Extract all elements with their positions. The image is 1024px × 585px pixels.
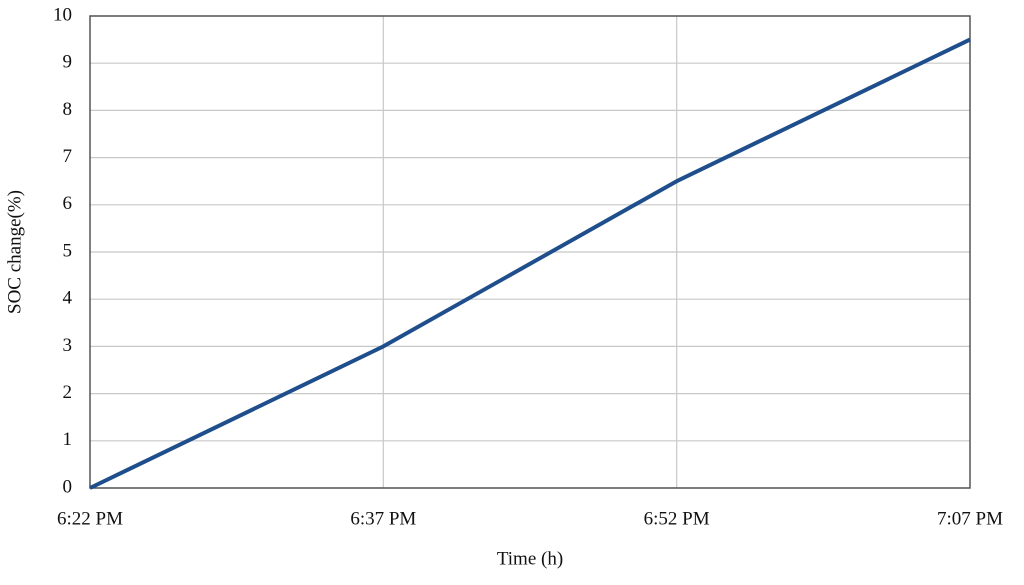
y-tick-label: 10 xyxy=(53,4,72,25)
y-tick-label: 5 xyxy=(63,240,73,261)
y-tick-label: 1 xyxy=(63,429,73,450)
x-tick-label: 6:22 PM xyxy=(57,508,123,529)
y-tick-label: 9 xyxy=(63,52,73,73)
y-tick-label: 8 xyxy=(63,99,73,120)
x-tick-label: 6:52 PM xyxy=(644,508,710,529)
y-axis-title: SOC change(%) xyxy=(4,190,25,314)
x-tick-label: 7:07 PM xyxy=(937,508,1003,529)
y-tick-label: 4 xyxy=(63,288,73,309)
y-tick-label: 2 xyxy=(63,382,73,403)
y-tick-label: 7 xyxy=(63,146,73,167)
y-tick-label: 0 xyxy=(63,476,73,497)
plot-border xyxy=(89,15,971,489)
line xyxy=(89,37,971,490)
y-tick-label: 3 xyxy=(63,335,73,356)
y-tick-label: 6 xyxy=(63,193,73,214)
x-axis-title: Time (h) xyxy=(497,548,563,569)
x-tick-label: 6:37 PM xyxy=(350,508,416,529)
